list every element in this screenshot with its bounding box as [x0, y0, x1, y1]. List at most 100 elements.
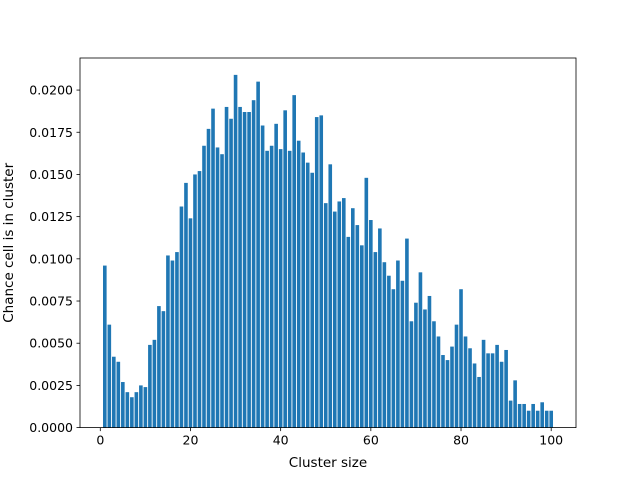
bar-87 [490, 353, 495, 428]
bar-60 [369, 220, 373, 428]
bar-79 [454, 324, 459, 428]
bar-67 [400, 280, 405, 428]
x-tick-label: 80 [453, 433, 469, 448]
bar-88 [495, 344, 499, 428]
bar-1 [103, 265, 107, 428]
bar-18 [179, 206, 184, 428]
bar-57 [355, 225, 360, 428]
bar-8 [134, 392, 139, 428]
bar-47 [310, 172, 315, 428]
bar-10 [143, 387, 148, 428]
bar-27 [220, 154, 224, 428]
bar-82 [468, 348, 472, 428]
bar-89 [499, 361, 504, 428]
bar-91 [508, 400, 513, 428]
y-tick-label: 0.0200 [29, 83, 73, 98]
bar-78 [450, 346, 454, 428]
bar-54 [341, 198, 346, 428]
bar-34 [251, 100, 256, 428]
bar-20 [188, 218, 193, 428]
bar-36 [260, 125, 265, 428]
x-tick-label: 20 [183, 433, 199, 448]
bar-9 [139, 385, 143, 428]
bar-2 [107, 324, 112, 428]
bar-44 [296, 140, 301, 428]
bar-62 [378, 228, 382, 428]
bar-59 [364, 177, 369, 428]
bar-45 [301, 152, 306, 428]
bar-19 [184, 182, 188, 428]
bar-16 [170, 260, 175, 428]
bar-86 [486, 353, 490, 428]
bar-100 [549, 410, 554, 428]
bar-7 [130, 397, 134, 428]
x-axis-label: Cluster size [289, 455, 367, 471]
bar-80 [459, 289, 463, 428]
bar-43 [292, 95, 296, 428]
y-tick-label: 0.0025 [29, 378, 73, 393]
bar-69 [409, 321, 414, 428]
bar-25 [211, 108, 215, 428]
bar-65 [391, 289, 396, 428]
bar-39 [274, 123, 278, 428]
bar-76 [441, 355, 445, 428]
bar-26 [215, 147, 220, 428]
y-tick-label: 0.0100 [29, 251, 73, 266]
y-axis-label: Chance cell is in cluster [1, 162, 17, 322]
bar-24 [206, 128, 211, 428]
bar-31 [238, 106, 242, 428]
bar-29 [229, 118, 233, 428]
y-tick-label: 0.0000 [29, 420, 73, 435]
y-tick-label: 0.0075 [29, 294, 73, 309]
bar-4 [116, 361, 121, 428]
bars-group [103, 74, 554, 428]
bar-73 [427, 295, 432, 428]
bar-28 [224, 106, 229, 428]
y-tick-label: 0.0050 [29, 336, 73, 351]
bar-15 [166, 255, 170, 428]
bar-74 [432, 321, 436, 428]
bar-42 [287, 150, 292, 428]
bar-21 [193, 174, 197, 428]
bar-96 [531, 403, 535, 428]
y-tick-label: 0.0150 [29, 167, 73, 182]
x-axis: 0 20 40 60 80 100 [96, 427, 563, 448]
bar-32 [242, 112, 247, 428]
bar-6 [125, 392, 130, 428]
y-axis: 0.0000 0.0025 0.0050 0.0075 0.0100 0.0125 0.01… [29, 83, 80, 435]
bar-70 [414, 302, 418, 428]
bar-85 [481, 339, 486, 428]
bar-12 [152, 339, 157, 428]
bar-33 [247, 112, 251, 428]
bar-66 [396, 260, 400, 428]
bar-17 [175, 252, 179, 428]
x-tick-label: 40 [273, 433, 289, 448]
x-tick-label: 100 [539, 433, 563, 448]
bar-46 [305, 162, 310, 428]
bar-53 [337, 201, 342, 428]
bar-41 [283, 110, 287, 428]
x-tick-label: 0 [96, 433, 104, 448]
bar-90 [504, 349, 508, 428]
bar-94 [522, 403, 526, 428]
y-tick-label: 0.0175 [29, 125, 73, 140]
bar-22 [197, 171, 202, 428]
bar-83 [472, 363, 477, 428]
bar-97 [535, 410, 540, 428]
bar-71 [418, 272, 423, 428]
bar-5 [121, 382, 125, 428]
bar-68 [405, 238, 409, 428]
bar-92 [513, 380, 517, 428]
bar-61 [373, 252, 378, 428]
bar-55 [346, 236, 351, 428]
bar-3 [112, 356, 116, 428]
bar-51 [328, 164, 333, 428]
bar-13 [157, 306, 161, 428]
bar-95 [526, 410, 531, 428]
bar-23 [202, 145, 206, 428]
bar-35 [256, 81, 260, 428]
bar-37 [265, 150, 269, 428]
bar-84 [477, 376, 481, 428]
bar-38 [269, 145, 274, 428]
